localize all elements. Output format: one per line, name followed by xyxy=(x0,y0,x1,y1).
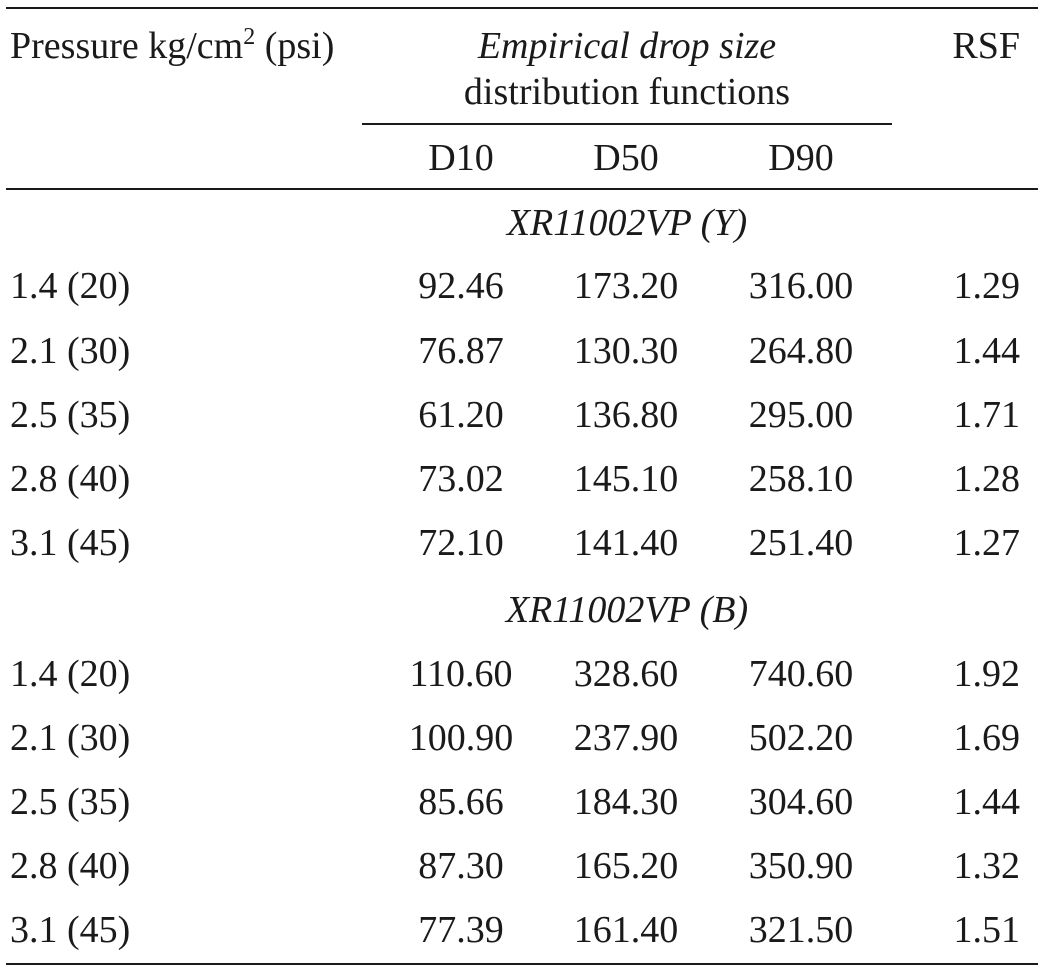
row-d50: 165.20 xyxy=(573,845,679,887)
row-rsf: 1.44 xyxy=(953,781,1021,823)
row-d50: 136.80 xyxy=(573,394,679,436)
row-d90: 502.20 xyxy=(748,717,854,759)
row-d50: 173.20 xyxy=(573,265,679,307)
header-d90: D90 xyxy=(768,137,834,179)
row-d10: 110.60 xyxy=(409,653,513,695)
header-bottom-rule xyxy=(6,188,1038,190)
row-d50: 145.10 xyxy=(573,458,679,500)
header-group-line1: Empirical drop size xyxy=(477,25,777,67)
row-d10: 92.46 xyxy=(418,265,504,307)
header-pressure: Pressure kg/cm2 (psi) xyxy=(10,24,334,68)
row-d50: 161.40 xyxy=(573,909,679,951)
row-d50: 130.30 xyxy=(573,330,679,372)
section-title: XR11002VP (Y) xyxy=(506,202,748,244)
row-rsf: 1.27 xyxy=(953,522,1021,564)
row-pressure: 2.1 (30) xyxy=(10,330,131,372)
row-pressure: 3.1 (45) xyxy=(10,909,131,951)
row-d10: 85.66 xyxy=(418,781,504,823)
bottom-rule xyxy=(6,963,1038,965)
row-pressure: 2.5 (35) xyxy=(10,781,131,823)
row-rsf: 1.28 xyxy=(953,458,1021,500)
top-rule xyxy=(6,7,1038,9)
pressure-superscript: 2 xyxy=(243,24,256,50)
row-rsf: 1.71 xyxy=(953,394,1021,436)
row-rsf: 1.32 xyxy=(953,845,1021,887)
header-d50: D50 xyxy=(593,137,659,179)
header-d10: D10 xyxy=(428,137,494,179)
section-title: XR11002VP (B) xyxy=(505,589,749,631)
row-d50: 141.40 xyxy=(573,522,679,564)
row-d90: 316.00 xyxy=(748,265,854,307)
row-rsf: 1.29 xyxy=(953,265,1021,307)
row-d90: 321.50 xyxy=(748,909,854,951)
row-pressure: 2.5 (35) xyxy=(10,394,131,436)
row-d90: 264.80 xyxy=(748,330,854,372)
row-d90: 350.90 xyxy=(748,845,854,887)
row-pressure: 2.1 (30) xyxy=(10,717,131,759)
row-d50: 184.30 xyxy=(573,781,679,823)
row-d10: 76.87 xyxy=(418,330,504,372)
header-group-line2: distribution functions xyxy=(463,71,791,113)
row-d50: 328.60 xyxy=(573,653,679,695)
pressure-unit: (psi) xyxy=(264,25,335,67)
row-d10: 72.10 xyxy=(418,522,504,564)
row-d10: 87.30 xyxy=(418,845,504,887)
row-d50: 237.90 xyxy=(573,717,679,759)
row-d10: 61.20 xyxy=(418,394,504,436)
row-d90: 258.10 xyxy=(748,458,854,500)
row-pressure: 2.8 (40) xyxy=(10,845,131,887)
row-d90: 295.00 xyxy=(748,394,854,436)
row-rsf: 1.51 xyxy=(953,909,1021,951)
row-d90: 304.60 xyxy=(748,781,854,823)
header-rsf: RSF xyxy=(952,25,1020,67)
row-d90: 740.60 xyxy=(748,653,854,695)
group-underline xyxy=(362,123,892,125)
row-rsf: 1.92 xyxy=(953,653,1021,695)
row-rsf: 1.44 xyxy=(953,330,1021,372)
row-pressure: 1.4 (20) xyxy=(10,653,131,695)
row-pressure: 3.1 (45) xyxy=(10,522,131,564)
pressure-label: Pressure kg/cm xyxy=(10,25,244,67)
row-d10: 100.90 xyxy=(408,717,514,759)
row-d10: 77.39 xyxy=(418,909,504,951)
row-rsf: 1.69 xyxy=(953,717,1021,759)
row-pressure: 1.4 (20) xyxy=(10,265,131,307)
row-pressure: 2.8 (40) xyxy=(10,458,131,500)
row-d90: 251.40 xyxy=(748,522,854,564)
row-d10: 73.02 xyxy=(418,458,504,500)
